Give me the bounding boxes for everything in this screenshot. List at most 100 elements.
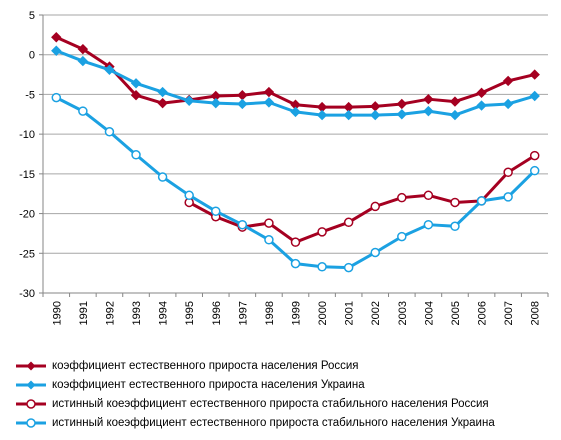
x-tick-label: 1993 (131, 301, 143, 325)
x-tick-label: 2001 (344, 301, 356, 325)
y-tick-label: -10 (19, 129, 35, 141)
data-point (290, 237, 301, 247)
y-tick-label: -30 (19, 288, 35, 300)
y-tick-label: 5 (29, 10, 35, 22)
gridlines (43, 14, 548, 294)
x-tick-label: 2007 (503, 301, 515, 325)
data-point (77, 55, 89, 67)
data-point (290, 106, 301, 118)
legend-item: коэффициент естественного прироста насел… (14, 356, 559, 375)
y-tick-label: -15 (19, 169, 35, 181)
data-point (503, 167, 513, 178)
legend-swatch (16, 398, 46, 409)
data-point (317, 227, 327, 237)
data-point (476, 87, 487, 99)
data-point (529, 150, 540, 161)
data-point (264, 235, 274, 245)
data-point (210, 97, 221, 109)
data-point (423, 93, 434, 105)
x-tick-label: 2003 (397, 301, 409, 325)
data-point (263, 97, 275, 108)
legend-item: истинный коеэффициент естественного прир… (14, 413, 559, 432)
data-point (264, 218, 274, 228)
data-point (476, 196, 487, 206)
data-point (502, 75, 514, 87)
series-group (51, 32, 540, 273)
data-point (78, 106, 88, 116)
legend-label: истинный коеэффициент естественного прир… (52, 397, 489, 410)
x-tick-label: 2008 (530, 301, 542, 325)
data-point (397, 231, 407, 242)
data-point (476, 100, 487, 111)
data-point (157, 172, 168, 182)
data-point (51, 32, 62, 43)
data-point (130, 90, 142, 101)
x-tick-label: 2005 (450, 301, 462, 325)
data-point (370, 109, 381, 121)
legend-swatch (16, 417, 46, 428)
data-point (423, 190, 434, 201)
data-point (397, 192, 407, 203)
x-tick-label: 1994 (158, 301, 170, 325)
series-2 (51, 45, 540, 121)
y-tick-label: 0 (29, 50, 35, 62)
data-point (343, 262, 354, 273)
data-point (450, 221, 460, 232)
data-point (423, 219, 434, 230)
data-point (157, 97, 168, 109)
data-point (237, 90, 248, 101)
y-tick-label: -20 (19, 209, 35, 221)
y-tick-label: -5 (25, 89, 35, 101)
x-tick-label: 1997 (237, 301, 249, 325)
data-point (317, 262, 327, 272)
x-tick-label: 1999 (291, 301, 303, 325)
data-point (130, 78, 142, 89)
data-point (396, 98, 408, 110)
data-point (183, 95, 195, 106)
x-axis-tick-labels: 1990 1991 1992 1993 1994 1995 1996 1997 1998 1999… (51, 301, 541, 325)
x-tick-label: 1990 (51, 301, 63, 325)
x-tick-label: 1991 (78, 301, 90, 325)
legend-label: коэффициент естественного прироста насел… (52, 359, 359, 372)
data-point (529, 90, 540, 102)
line-chart: 5 0 -5 -10 -15 -20 -25 -30 1990 1991 1992 1993 1994… (19, 10, 549, 325)
data-point (316, 109, 328, 121)
data-point (449, 109, 461, 121)
x-tick-label: 1998 (264, 301, 276, 325)
legend-label: коэффициент естественного прироста насел… (52, 378, 365, 391)
legend-label: истинный коеэффициент естественного прир… (52, 416, 495, 429)
data-point (503, 192, 513, 202)
data-point (423, 105, 434, 117)
data-point (104, 64, 115, 76)
data-point (104, 127, 115, 137)
legend-item: коэффициент естественного прироста насел… (14, 375, 559, 394)
data-point (51, 45, 62, 56)
legend: коэффициент естественного прироста насел… (14, 356, 559, 432)
series-1 (51, 32, 540, 113)
data-point (450, 197, 460, 208)
y-axis-tick-labels: 5 0 -5 -10 -15 -20 -25 -30 (19, 10, 35, 300)
data-point (131, 150, 141, 160)
x-tick-label: 2006 (477, 301, 489, 325)
data-point (370, 247, 380, 258)
data-point (184, 190, 194, 201)
data-point (396, 109, 408, 120)
legend-swatch (16, 361, 46, 370)
series-4 (51, 92, 540, 273)
data-point (343, 217, 354, 228)
legend-item: истинный коеэффициент естественного прир… (14, 394, 559, 413)
x-tick-label: 2004 (423, 301, 435, 325)
data-point (211, 206, 221, 216)
data-point (290, 258, 301, 269)
data-point (77, 43, 89, 55)
legend-swatch (16, 380, 46, 389)
x-tick-label: 1996 (211, 301, 223, 325)
data-point (51, 92, 62, 103)
x-tick-label: 1995 (184, 301, 196, 325)
data-point (502, 98, 514, 110)
x-tick-label: 1992 (104, 301, 116, 325)
data-point (263, 86, 275, 98)
y-tick-label: -25 (19, 248, 35, 260)
x-tick-label: 2002 (370, 301, 382, 325)
data-point (370, 101, 381, 112)
